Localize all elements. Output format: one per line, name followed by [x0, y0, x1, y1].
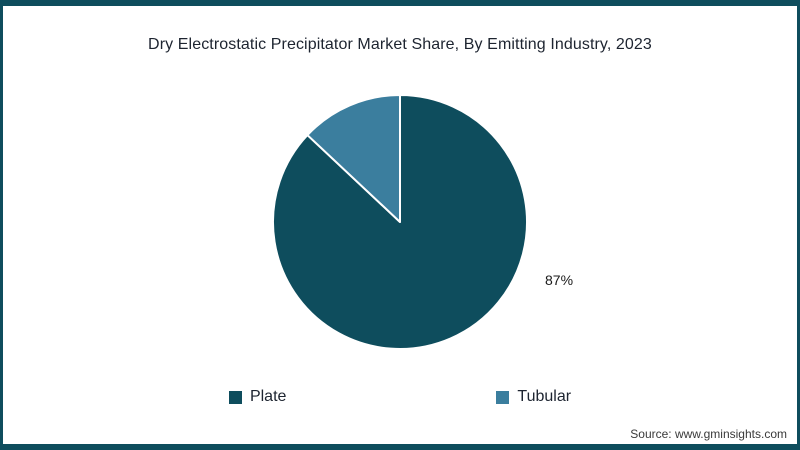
- pie-data-label: 87%: [545, 272, 574, 288]
- chart-title: Dry Electrostatic Precipitator Market Sh…: [148, 36, 652, 53]
- legend-item-tubular: Tubular: [496, 388, 571, 406]
- legend-swatch-plate: [228, 390, 242, 404]
- pie-slice-plate: [272, 94, 528, 350]
- legend-item-plate: Plate: [228, 388, 287, 406]
- plot-area: [270, 92, 530, 352]
- legend: Plate Tubular: [3, 388, 797, 406]
- source-note: Source: www.gminsights.com: [630, 427, 787, 441]
- legend-swatch-tubular: [496, 390, 510, 404]
- legend-label-tubular: Tubular: [517, 388, 572, 405]
- legend-label-plate: Plate: [249, 388, 287, 405]
- pie-chart: [272, 94, 528, 350]
- pie-slice-tubular: [306, 94, 401, 223]
